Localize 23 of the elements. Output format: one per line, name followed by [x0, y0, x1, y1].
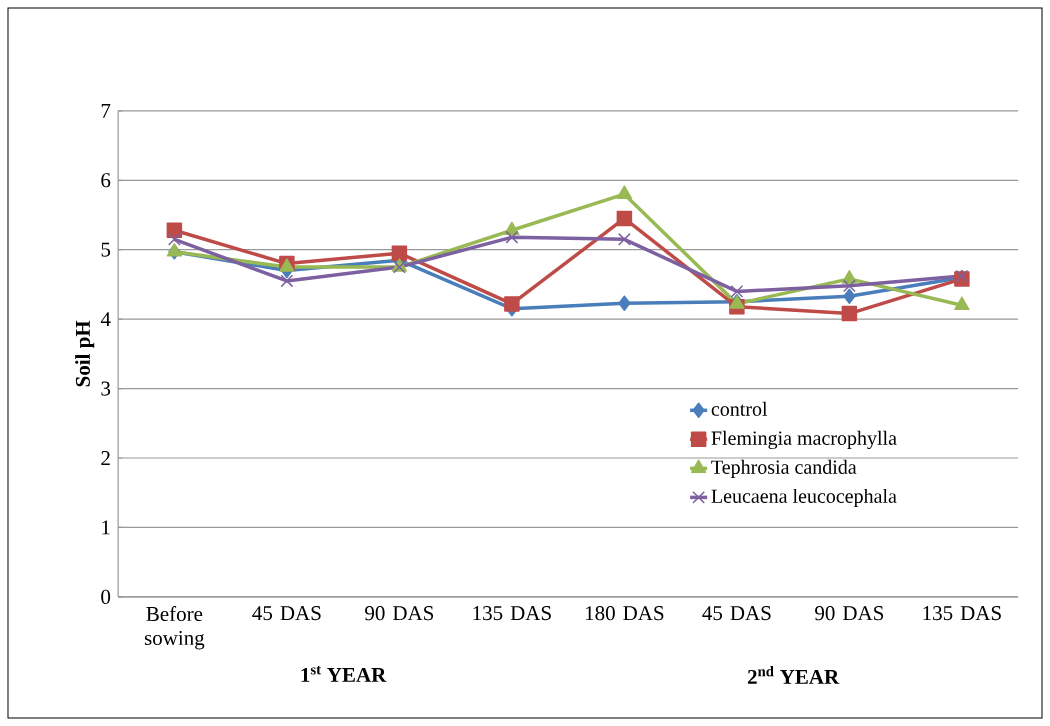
y-tick-label: 4	[100, 312, 111, 327]
x-tick-label: 90 DAS	[815, 606, 884, 621]
legend-label: Tephrosia candida	[711, 459, 857, 478]
y-tick-label: 7	[101, 103, 111, 118]
x-tick-label: 180 DAS	[585, 606, 664, 621]
text: 2$^{nd}$ YEAR	[747, 666, 840, 684]
x-tick-label: 135 DAS	[923, 606, 1001, 621]
y-tick-label: 3	[101, 381, 111, 396]
y-axis-title: Soil pH	[75, 320, 95, 387]
x-tick-label: 135 DAS	[473, 606, 551, 621]
x-tick-label: 45 DAS	[252, 606, 321, 621]
x-tick-label: Before sowing	[144, 606, 205, 650]
y-tick-label: 6	[101, 173, 111, 188]
x-tick-label: 45 DAS	[702, 606, 771, 621]
legend-label: Flemingia macrophylla	[711, 430, 897, 450]
x-tick-label: 90 DAS	[365, 606, 434, 621]
y-tick-label: 5	[101, 242, 111, 257]
y-tick-label: 0	[101, 589, 111, 604]
y-tick-label: 1	[102, 520, 110, 535]
legend-label: Leucaena leucocephala	[711, 488, 897, 508]
y-tick-label: 2	[101, 451, 110, 465]
text: 1$^{st}$ YEAR	[301, 666, 387, 682]
legend-label: control	[711, 401, 768, 416]
